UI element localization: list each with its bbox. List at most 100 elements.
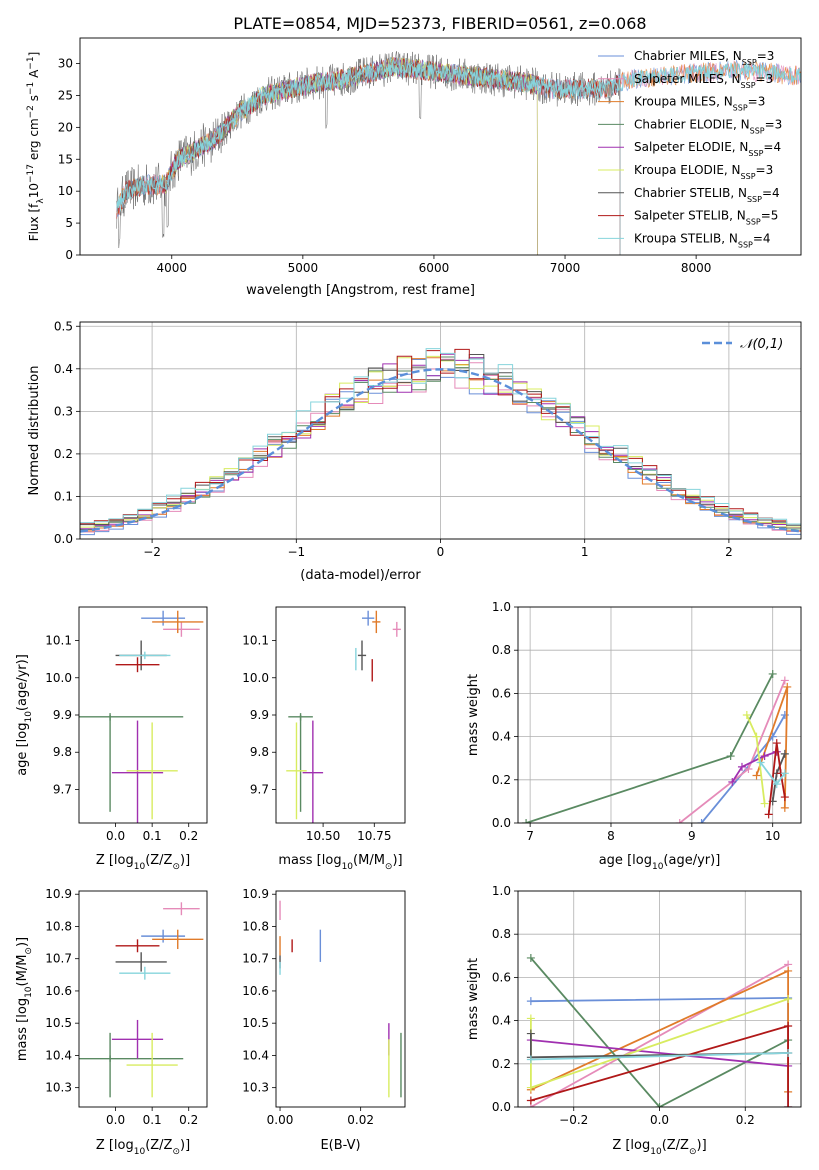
weight-marker (780, 793, 789, 802)
weight-marker (780, 803, 789, 812)
weight-marker (522, 819, 531, 823)
weight-marker (768, 669, 777, 678)
weight-marker (726, 752, 735, 761)
weight-marker (784, 1103, 793, 1107)
age-vs-z-ylabel: age [log10(age/yr)] (15, 654, 34, 776)
age_vs_mass-panel: 10.50 10.75 9.7 9.8 9.9 10.0 10.1 mass [log10(M… (242, 606, 406, 872)
mass_vs_ebv-plot (279, 900, 402, 1098)
legend-series-name: Chabrier MILES (634, 49, 725, 63)
spectrum-ylabel-part: 10 (27, 183, 41, 198)
mass-vs-z-xlabel-part: ⊙ (172, 1147, 180, 1157)
weight_vs_age-xtick-label: 8 (607, 829, 615, 843)
spectrum-model-line (161, 56, 538, 255)
age_vs_Z-frame (78, 606, 208, 824)
weight-marker (780, 769, 789, 778)
mass-vs-z-xlabel-part: )] (180, 1138, 190, 1153)
spectrum-ylabel-part: −2 (26, 105, 36, 118)
weight-line (530, 1039, 789, 1067)
weight-vs-age-xlabel-part: (age/yr)] (663, 853, 720, 868)
spectrum-ytick-label: 10 (58, 184, 73, 198)
legend-n-sub: SSP (742, 58, 757, 67)
weight_vs_Z-ytick-label: 0.2 (492, 1057, 511, 1071)
normal-reference-curve (80, 368, 801, 533)
residuals-ytick-label: 0.3 (54, 404, 73, 418)
spectrum-ylabel-part: −1 (26, 56, 36, 69)
mass_vs_Z-ytick-label: 10.8 (45, 919, 72, 933)
spectrum-ytick-label: 30 (58, 57, 73, 71)
weight-marker (742, 711, 751, 719)
spectrum-ytick-label: 0 (65, 248, 73, 262)
weight-vs-z-xlabel-part: 10 (650, 1147, 662, 1157)
age_vs_mass-xtick-label: 10.50 (306, 829, 340, 843)
age-vs-z-xlabel-part: )] (180, 853, 190, 868)
weight_vs_Z-panel: −0.2 0.0 0.2 0.0 0.2 0.4 0.6 0.8 1.0 mass weight Z… (466, 884, 802, 1157)
age-vs-z-ylabel-part: (age/yr)] (15, 654, 30, 711)
spectrum-ylabel-part: ] (27, 52, 41, 57)
age_vs_Z-plot (79, 610, 204, 823)
spectrum-xtick-label: 8000 (681, 261, 712, 275)
mass_vs_ebv-ytick-label: 10.3 (242, 1081, 269, 1095)
legend-label: 𝒩(0,1) (740, 337, 783, 352)
mass_vs_Z-ytick-label: 10.6 (45, 984, 72, 998)
mass_vs_Z-plot (79, 902, 204, 1098)
mass_vs_Z-ytick-label: 10.7 (45, 952, 72, 966)
weight-vs-z-xlabel-part: ⊙ (689, 1147, 697, 1157)
weight_vs_age-ylabel: mass weight (466, 674, 481, 756)
legend-label: Salpeter MILES, NSSP=3 (634, 72, 773, 90)
mass-vs-z-ylabel: mass [log10(M/M⊙)] (15, 937, 34, 1061)
weight-marker (784, 995, 793, 1003)
legend-n-sub: SSP (748, 149, 763, 158)
mass_vs_Z-ytick-label: 10.9 (45, 887, 72, 901)
mass-vs-z-ylabel-part: mass [log (15, 998, 30, 1061)
mass_vs_ebv-panel: 0.00 0.02 10.3 10.4 10.5 10.6 10.7 10.8 10.9 E(B-… (242, 887, 406, 1153)
weight-line (525, 673, 774, 823)
mass-vs-z-xlabel-part: (Z/Z (145, 1138, 172, 1153)
mass_vs_Z-panel: 0.0 0.1 0.2 10.3 10.4 10.5 10.6 10.7 10.8 10.9 Z [… (15, 887, 208, 1157)
weight_vs_age-ytick-label: 0.8 (492, 643, 511, 657)
weight-marker (526, 1014, 535, 1023)
legend-series-name: Kroupa ELODIE (634, 163, 724, 177)
weight_vs_age-xtick-label: 9 (688, 829, 696, 843)
weight_vs_age-ytick-label: 0.4 (492, 730, 511, 744)
age-vs-z-xlabel: Z [log10(Z/Z⊙)] (96, 853, 190, 872)
legend-n-prefix: , N (724, 163, 741, 177)
legend-n-prefix: , N (732, 140, 749, 154)
mass_vs_Z-ytick-label: 10.5 (45, 1016, 72, 1030)
legend-series-name: Salpeter STELIB (634, 209, 729, 223)
weight-marker (728, 777, 737, 786)
legend-n-eq: = (765, 117, 775, 131)
age-vs-mass-xlabel-part: ⊙ (385, 862, 393, 872)
weight_vs_Z-ytick-label: 1.0 (492, 884, 511, 898)
spectrum-ylabel-part: s (27, 95, 41, 105)
weight-marker (752, 732, 761, 741)
weight_vs_Z-ylabel: mass weight (466, 958, 481, 1040)
spectrum-ylabel-part: A (27, 69, 41, 82)
legend-n-sub: SSP (747, 194, 762, 203)
age_vs_mass-plot (286, 610, 401, 823)
residuals-plot (80, 348, 801, 536)
weight-vs-z-xlabel: Z [log10(Z/Z⊙)] (612, 1138, 706, 1157)
age-vs-mass-xlabel-part: (M/M (353, 853, 385, 868)
legend-n-prefix: , N (716, 95, 733, 109)
spectrum-ylabel-part: −1 (26, 82, 36, 95)
legend-label: Salpeter STELIB, NSSP=5 (634, 209, 778, 227)
spectrum-ytick-label: 25 (58, 88, 73, 102)
age-vs-mass-xlabel-part: 10 (342, 862, 354, 872)
spectrum-xtick-label: 7000 (550, 261, 581, 275)
weight-marker (780, 749, 789, 758)
legend-n-value: 3 (758, 95, 766, 109)
weight_vs_age-plot (522, 669, 792, 823)
age_vs_Z-ytick-label: 9.7 (53, 782, 72, 796)
age_vs_mass-ytick-label: 9.9 (250, 708, 269, 722)
legend-n-prefix: , N (729, 209, 746, 223)
weight_vs_Z-frame (517, 890, 802, 1108)
residuals-xlabel: (data-model)/error (300, 568, 421, 583)
weight_vs_age-panel: 7 8 9 10 0.0 0.2 0.4 0.6 0.8 1.0 mass weight age [l… (466, 600, 802, 872)
weight-vs-age-xlabel-part: age [log (599, 853, 652, 868)
spectrum-ytick-label: 5 (65, 216, 73, 230)
mass-vs-z-ylabel-part: )] (15, 937, 30, 947)
spectrum-ylabel-part: Flux [f (27, 203, 41, 241)
spectrum-model-line (161, 57, 538, 255)
legend-n-prefix: , N (721, 231, 738, 245)
legend-n-eq: = (756, 163, 766, 177)
